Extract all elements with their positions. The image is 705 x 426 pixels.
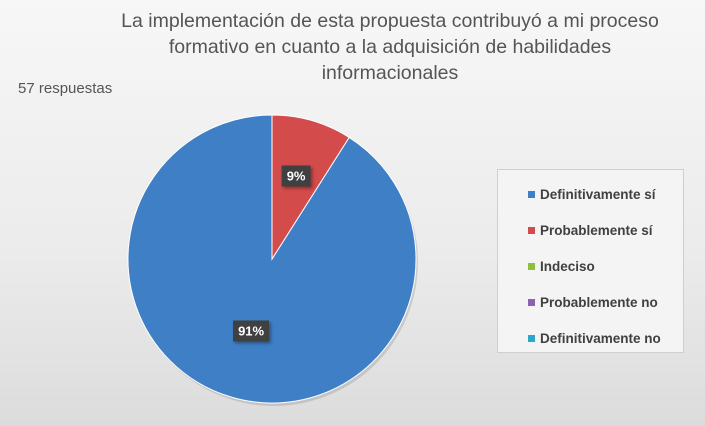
legend-item: Definitivamente no: [498, 320, 683, 356]
legend-swatch: [528, 334, 535, 342]
legend-swatch: [528, 298, 535, 306]
legend-item: Definitivamente sí: [498, 176, 683, 212]
legend-label: Definitivamente sí: [540, 186, 656, 202]
legend-swatch: [528, 226, 535, 234]
response-count: 57 respuestas: [18, 80, 113, 97]
legend-label: Indeciso: [540, 258, 595, 274]
legend-label: Definitivamente no: [540, 330, 661, 346]
legend-item: Indeciso: [498, 248, 683, 284]
chart-title: La implementación de esta propuesta cont…: [121, 10, 659, 84]
legend-item: Probablemente sí: [498, 212, 683, 248]
legend-swatch: [528, 262, 535, 270]
pie-slice-probablemente-s-: [271, 114, 350, 261]
data-label-2: 9%: [281, 165, 311, 187]
legend-swatch: [528, 190, 535, 198]
legend-label: Probablemente no: [540, 294, 658, 310]
legend-item: Probablemente no: [498, 284, 683, 320]
data-label-1: 91%: [233, 320, 270, 342]
legend: Definitivamente sí Probablemente sí Indeci…: [497, 169, 684, 353]
legend-label: Probablemente sí: [540, 222, 653, 238]
